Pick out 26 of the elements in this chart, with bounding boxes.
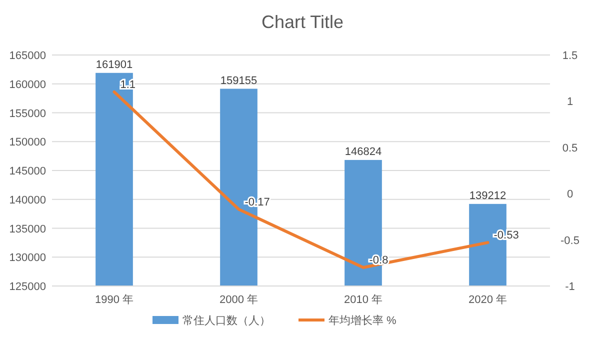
y-tick-label: 145000 [9, 166, 46, 178]
y-tick-label: 165000 [9, 50, 46, 62]
y2-tick-label: 0 [566, 188, 574, 201]
y2-tick-label: 1.5 [562, 50, 578, 62]
x-tick-label: 2010 年 [344, 294, 383, 306]
y2-tick-label: -1 [565, 281, 575, 293]
y-tick-label: 140000 [9, 194, 46, 206]
y-tick-label: 160000 [9, 78, 46, 91]
y-tick-label: 135000 [9, 223, 46, 236]
y2-tick-label: -0.5 [560, 234, 580, 247]
y-tick-label: 125000 [9, 281, 46, 293]
y-tick-label: 130000 [9, 252, 46, 264]
y-tick-label: 155000 [9, 108, 46, 120]
legend-label: 常住人口数（人） [182, 314, 270, 327]
x-tick-label: 2000 年 [219, 294, 258, 306]
data-label: 146824 [344, 146, 382, 158]
x-tick-label: 1990 年 [94, 294, 134, 306]
y-tick-label: 150000 [9, 136, 46, 149]
data-label: 159155 [220, 74, 258, 87]
y2-tick-label: 0.5 [562, 142, 578, 154]
x-tick-label: 2020 年 [468, 294, 508, 306]
chart-title: Chart Title [261, 12, 344, 32]
data-label: 139212 [469, 190, 506, 202]
data-label: 161901 [96, 58, 133, 71]
legend-label: 年均增长率 % [328, 314, 397, 327]
y2-tick-label: 1 [566, 96, 574, 108]
